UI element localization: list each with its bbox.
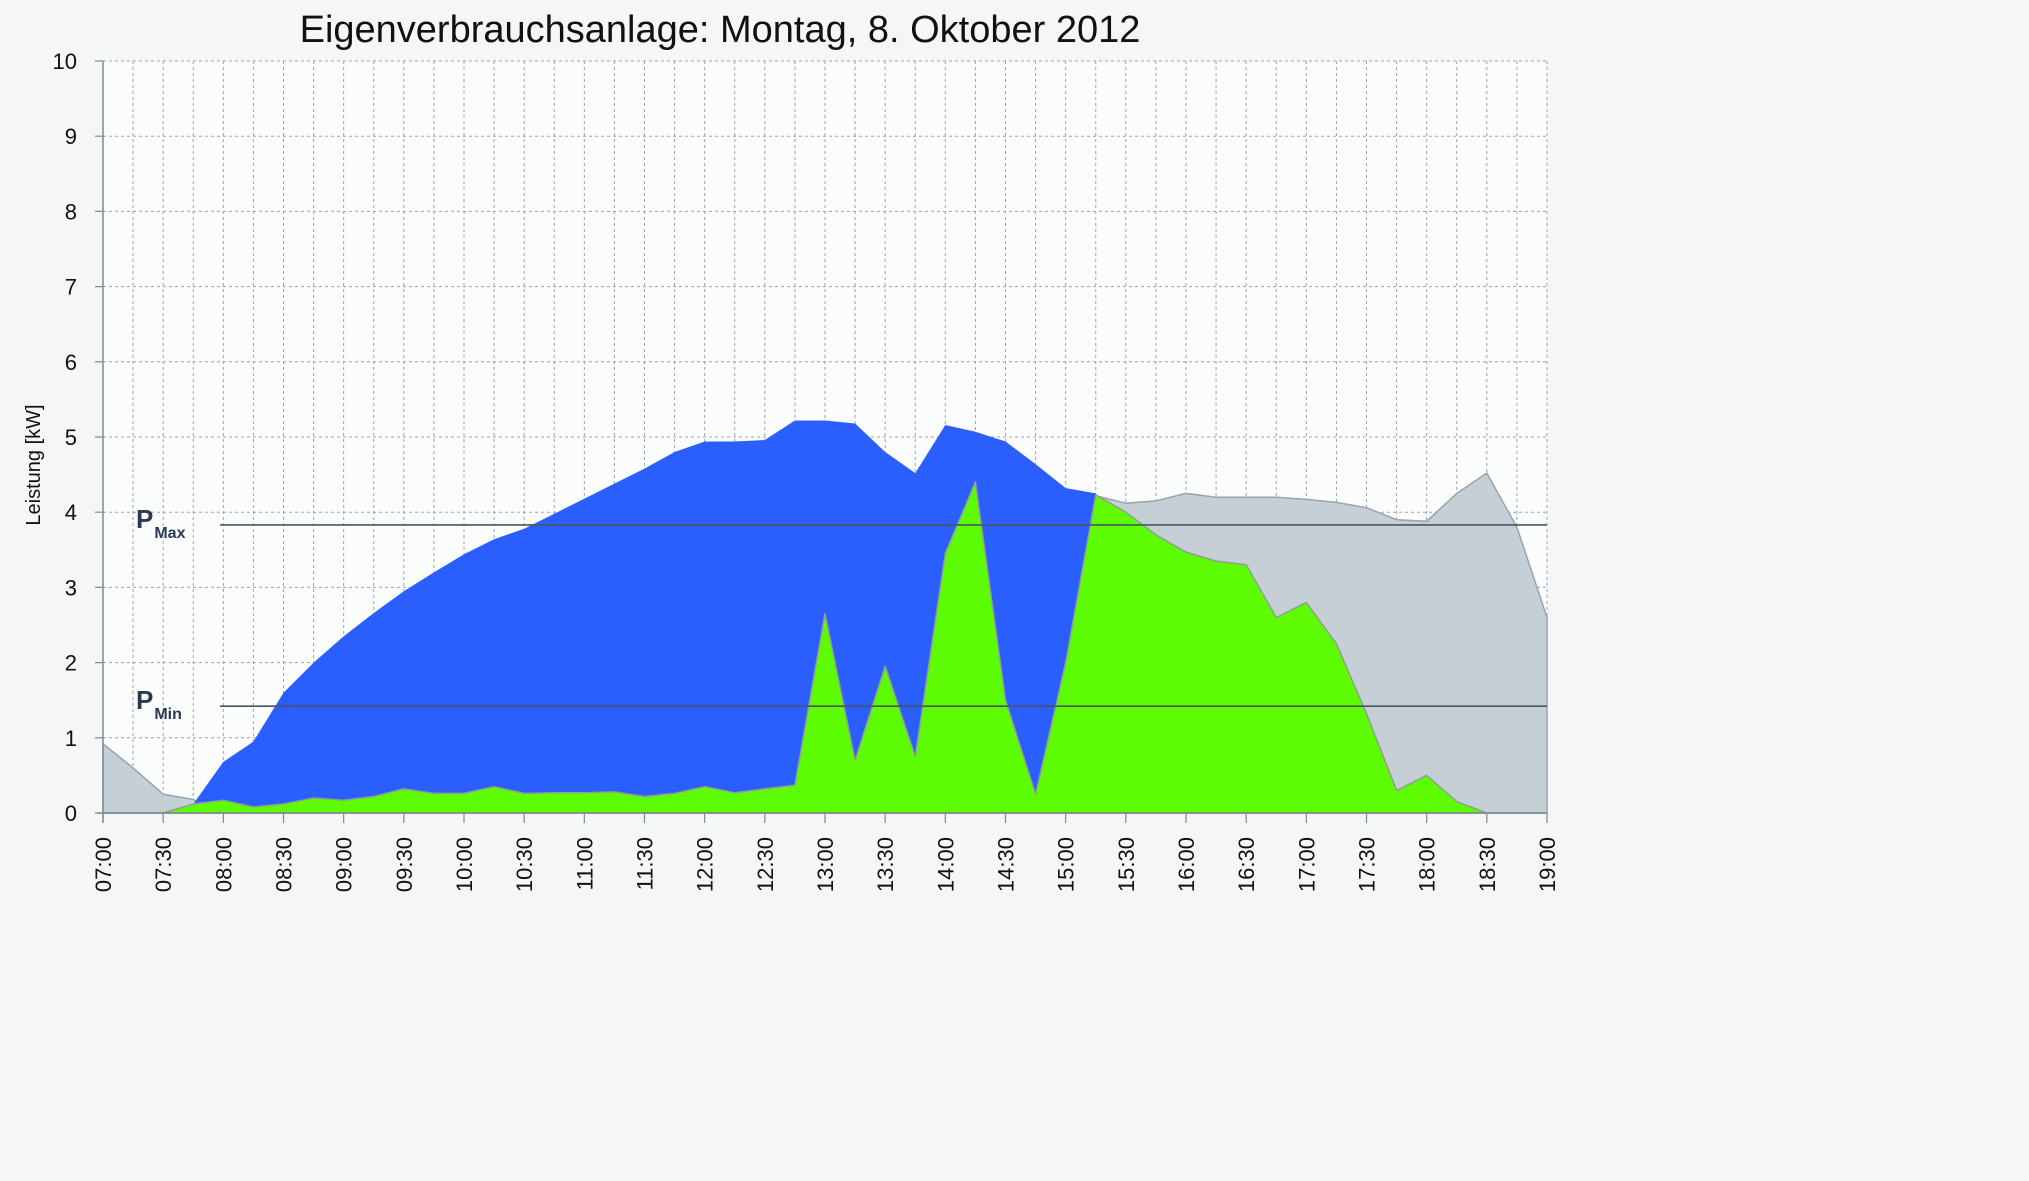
reference-label-min: PMin (136, 685, 182, 723)
x-tick-label: 12:00 (693, 837, 718, 892)
x-tick-label: 15:30 (1114, 837, 1139, 892)
y-tick-label: 7 (65, 275, 77, 300)
chart-frame: PMax PMin 0 1 2 3 4 5 6 7 8 9 10 07:00 07:30 08:00 08:3… (23, 9, 1560, 893)
y-tick-label: 6 (65, 350, 77, 375)
x-tick-label: 17:00 (1294, 837, 1319, 892)
reference-lines: PMax PMin (136, 504, 1547, 723)
x-tick-label: 17:30 (1355, 837, 1380, 892)
x-tick-label: 16:00 (1174, 837, 1199, 892)
x-tick-label: 11:00 (572, 837, 597, 890)
axes: 0 1 2 3 4 5 6 7 8 9 10 07:00 07:30 08:00 08:30 09:00 09:… (53, 49, 1560, 892)
y-tick-label: 3 (65, 575, 77, 600)
x-tick-label: 08:30 (272, 837, 297, 892)
x-tick-label: 12:30 (753, 837, 778, 892)
y-tick-label: 1 (65, 726, 77, 751)
x-tick-label: 14:30 (994, 837, 1019, 892)
x-tick-label: 14:00 (933, 837, 958, 892)
area-chart: PMax PMin 0 1 2 3 4 5 6 7 8 9 10 07:00 07:30 08:00 08:3… (23, 9, 1560, 893)
x-tick-label: 19:00 (1535, 837, 1560, 892)
x-tick-label: 08:00 (211, 837, 236, 892)
x-tick-label: 13:00 (813, 837, 838, 892)
x-tick-label: 11:30 (633, 837, 658, 890)
x-tick-label: 13:30 (873, 837, 898, 892)
reference-label-max: PMax (136, 504, 186, 542)
x-tick-label: 18:30 (1475, 837, 1500, 892)
y-axis-label: Leistung [kW] (23, 404, 45, 525)
x-tick-label: 07:00 (91, 837, 116, 892)
x-tick-label: 10:00 (452, 837, 477, 892)
x-tick-label: 09:30 (392, 837, 417, 892)
series-area-green (102, 481, 1548, 814)
y-tick-label: 9 (65, 124, 77, 149)
y-tick-label: 4 (65, 500, 77, 525)
y-tick-label: 2 (65, 651, 77, 676)
x-tick-label: 09:00 (332, 837, 357, 892)
x-tick-label: 10:30 (512, 837, 537, 892)
x-tick-label: 18:00 (1415, 837, 1440, 892)
x-tick-label: 16:30 (1234, 837, 1259, 892)
x-tick-label: 07:30 (151, 837, 176, 892)
x-tick-label: 15:00 (1054, 837, 1079, 892)
y-tick-label: 10 (53, 49, 77, 74)
chart-title: Eigenverbrauchsanlage: Montag, 8. Oktobe… (300, 9, 1141, 51)
y-tick-label: 5 (65, 425, 77, 450)
y-tick-label: 8 (65, 199, 77, 224)
y-tick-label: 0 (65, 801, 77, 826)
